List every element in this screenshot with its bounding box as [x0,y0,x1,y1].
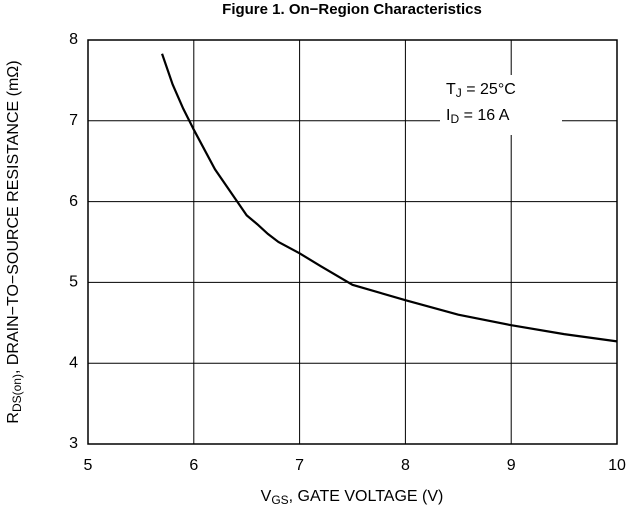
y-label-rest: , DRAIN−TO−SOURCE RESISTANCE (mΩ) [5,60,22,374]
y-tick-label: 7 [69,112,78,129]
y-tick-label: 3 [69,435,78,452]
y-tick-label: 4 [69,354,78,371]
x-label-main: V [261,488,272,505]
annotation-main: I [446,107,450,124]
annotation-sub: J [456,86,462,100]
x-axis-label: VGS, GATE VOLTAGE (V) [261,488,444,507]
x-tick-label: 10 [608,457,626,474]
annotation: ID = 16 A [446,107,510,126]
y-tick-label: 8 [69,31,78,48]
annotation-rest: = 16 A [459,107,510,124]
annotation-box [440,75,562,135]
y-label-sub: DS(on) [10,374,24,412]
x-tick-label: 9 [507,457,516,474]
plot-frame [87,39,618,445]
annotation-sub: D [450,112,459,126]
x-tick-label: 6 [189,457,198,474]
data-line [161,53,618,343]
x-label-rest: , GATE VOLTAGE (V) [289,488,444,505]
y-axis-label: RDS(on), DRAIN−TO−SOURCE RESISTANCE (mΩ) [5,60,24,423]
y-label-main: R [5,412,22,424]
x-tick-label: 8 [401,457,410,474]
x-tick-label: 7 [295,457,304,474]
annotation-main: T [446,81,456,98]
annotation: TJ = 25°C [446,81,516,100]
annotation-rest: = 25°C [462,81,516,98]
chart-title: Figure 1. On−Region Characteristics [222,1,482,18]
x-tick-label: 5 [84,457,93,474]
x-label-sub: GS [271,493,288,507]
y-tick-label: 5 [69,274,78,291]
y-tick-label: 6 [69,193,78,210]
